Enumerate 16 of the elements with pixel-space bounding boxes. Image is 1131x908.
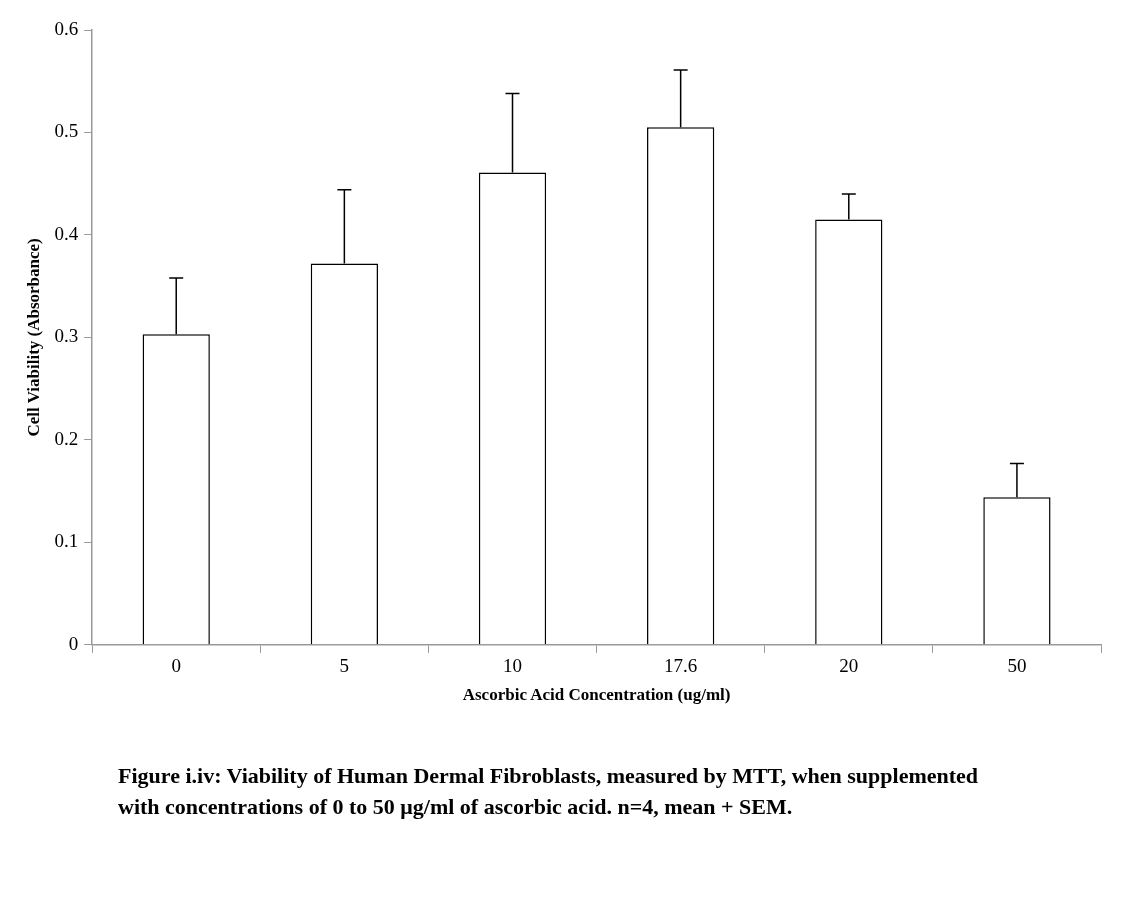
- x-tick-label: 50: [1007, 655, 1027, 677]
- y-tick-label: 0.6: [54, 17, 79, 39]
- y-tick-label: 0.4: [54, 222, 79, 244]
- x-tick-label: 0: [171, 655, 181, 677]
- y-tick-label: 0: [68, 632, 79, 654]
- y-tick-label: 0.1: [54, 530, 79, 552]
- y-axis-title: Cell Viability (Absorbance): [23, 238, 43, 437]
- y-tick-label: 0.2: [54, 427, 79, 449]
- x-tick-label: 10: [503, 655, 522, 677]
- y-tick-label: 0.5: [54, 120, 79, 142]
- x-tick-label: 5: [339, 655, 350, 677]
- y-tick-label: 0.3: [54, 325, 79, 347]
- x-tick-label: 17.6: [664, 655, 698, 677]
- x-tick-label: 20: [839, 655, 859, 677]
- text: Figure i.iv: Viability of Human Dermal Fibroblasts, measured by MTT, when supplemented with concentrations of 0 to 50 μg/ml of ascorbic acid. n=4, mean + SEM.: [118, 762, 980, 821]
- x-axis-title: Ascorbic Acid Concentration (ug/ml): [462, 685, 731, 705]
